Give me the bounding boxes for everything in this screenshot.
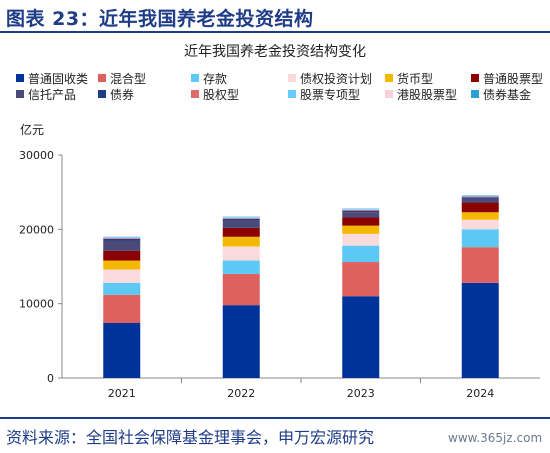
bar-segment [103,237,141,239]
bar-segment [461,198,499,203]
legend-item: 货币型 [385,72,433,87]
bar-segment [461,202,499,213]
bar-segment [103,250,141,261]
legend-swatch [191,74,199,82]
legend-item: 债券基金 [471,88,531,103]
bar-segment [222,246,260,261]
y-axis-label: 亿元 [20,122,44,137]
footer-divider [0,417,550,419]
stacked-bar-chart: 亿元 0 10000 20000 30000 2021 2022 2023 2024 [19,122,540,400]
bar-segment [222,217,260,219]
legend-item: 普通股票型 [471,72,543,87]
bar-segment [461,282,499,378]
bar-segment [342,262,380,297]
bar-segment [461,229,499,248]
legend-label: 港股股票型 [397,88,458,102]
bar-segment [461,212,499,220]
header-divider [0,31,550,33]
bar-segment [342,210,380,213]
legend-item: 股权型 [191,88,239,103]
chart-title: 近年我国养老金投资结构变化 [184,44,366,60]
figure-title: 图表 23：近年我国养老金投资结构 [6,8,314,30]
legend-item: 普通固收类 [16,72,88,87]
bar-segment [461,196,499,198]
legend-swatch [385,90,393,98]
legend-swatch [98,74,106,82]
legend-swatch [471,90,479,98]
bar-segment [461,247,499,283]
legend-label: 存款 [203,72,228,86]
x-tick-label: 2024 [466,387,494,400]
legend-item: 债券 [98,88,134,103]
bar-segment [342,233,380,246]
bar-segment [103,238,141,241]
legend-item: 存款 [191,72,227,87]
bar-segment [222,218,260,221]
source-note: 资料来源：全国社会保障基金理事会，申万宏源研究 [6,428,375,447]
chart-legend: 普通固收类 混合型 存款 债权投资计划 货币型 普通股票型信托产品 债券 股权型 股票专项型 港股… [16,72,546,112]
legend-item: 混合型 [98,72,146,87]
bar-segment [222,273,260,306]
y-tick-label: 20000 [19,223,54,236]
legend-label: 股票专项型 [300,88,361,102]
legend-label: 债券 [110,88,135,102]
bar-segment [103,282,141,295]
legend-label: 普通固收类 [28,72,89,86]
bar-segment [222,227,260,237]
x-tick-label: 2021 [108,387,136,400]
bar-segment [342,209,380,211]
legend-label: 混合型 [110,72,147,86]
legend-label: 信托产品 [28,88,77,102]
bar-segment [222,236,260,247]
bar-segment [103,269,141,283]
bar-segment [103,238,141,239]
bar-segment [103,322,141,378]
legend-swatch [16,74,24,82]
legend-item: 港股股票型 [385,88,457,103]
bar-segment [342,217,380,226]
legend-swatch [288,90,296,98]
legend-swatch [191,90,199,98]
x-tick-label: 2022 [227,387,255,400]
bar-segment [103,294,141,323]
legend-label: 货币型 [397,72,434,86]
legend-item: 债权投资计划 [288,72,372,87]
x-tick-label: 2023 [347,387,375,400]
bar-segment [222,305,260,378]
bar-segment [342,210,380,211]
bar-segment [342,245,380,263]
bar-segment [342,212,380,218]
bar-segment [342,225,380,234]
legend-item: 信托产品 [16,88,76,103]
bar-segment [222,220,260,228]
legend-item: 股票专项型 [288,88,360,103]
legend-swatch [16,90,24,98]
bar-segment [461,197,499,199]
legend-label: 普通股票型 [483,72,544,86]
report-header: 图表 23：近年我国养老金投资结构 [0,0,550,31]
y-tick-label: 0 [47,372,54,385]
bar-segment [103,240,141,251]
legend-label: 债券基金 [483,88,532,102]
bar-segment [103,260,141,270]
legend-swatch [288,74,296,82]
legend-label: 债权投资计划 [300,72,373,86]
bar-segment [222,260,260,274]
bar-segment [222,218,260,219]
watermark: www.365jz.com [448,431,543,445]
legend-swatch [471,74,479,82]
legend-label: 股权型 [203,88,240,102]
legend-swatch [385,74,393,82]
bar-segment [342,296,380,378]
y-tick-label: 10000 [19,298,54,311]
y-tick-label: 30000 [19,149,54,162]
bar-segment [461,195,499,197]
bar-segment [461,219,499,230]
legend-swatch [98,90,106,98]
